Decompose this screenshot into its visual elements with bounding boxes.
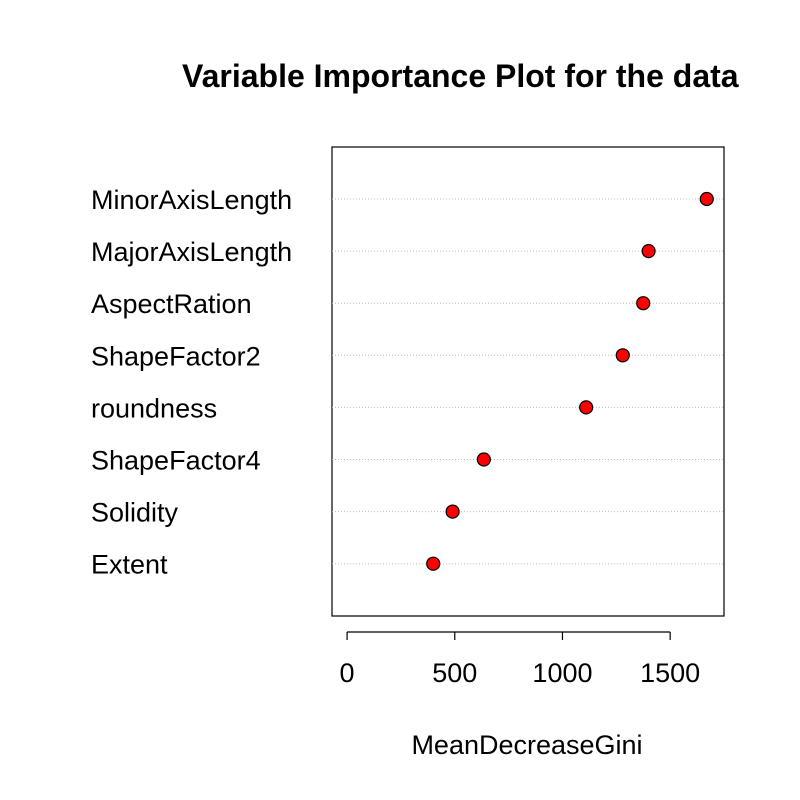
data-point (699, 191, 714, 207)
x-tick-label: 1500 (640, 658, 700, 688)
category-label: MajorAxisLength (91, 237, 292, 267)
category-label: Extent (91, 550, 168, 580)
category-label: ShapeFactor4 (91, 446, 261, 476)
data-point (476, 452, 491, 467)
category-label: ShapeFactor2 (91, 341, 261, 371)
category-label: MinorAxisLength (91, 185, 292, 215)
data-point (579, 400, 594, 415)
data-point (641, 244, 656, 259)
data-points (426, 191, 714, 571)
category-label: Solidity (91, 498, 179, 528)
x-tick-label: 1000 (532, 658, 592, 688)
category-label: AspectRation (91, 289, 252, 319)
x-axis: 0 500 1000 1500 (340, 631, 700, 688)
x-tick-label: 0 (340, 658, 355, 688)
data-point (445, 504, 460, 519)
grid-lines (332, 198, 724, 565)
chart-title: Variable Importance Plot for the data (182, 58, 739, 94)
x-axis-label: MeanDecreaseGini (411, 730, 642, 760)
data-point (426, 556, 441, 571)
data-point (615, 348, 630, 363)
category-label: roundness (91, 393, 217, 423)
category-labels: MinorAxisLength MajorAxisLength AspectRati… (91, 185, 292, 580)
plot-frame (331, 146, 725, 617)
x-tick-label: 500 (432, 658, 477, 688)
data-point (636, 296, 651, 311)
